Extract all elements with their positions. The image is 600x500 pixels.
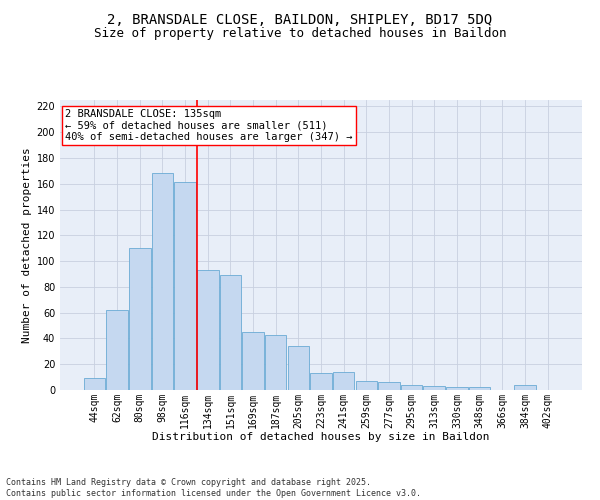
Text: 2 BRANSDALE CLOSE: 135sqm
← 59% of detached houses are smaller (511)
40% of semi: 2 BRANSDALE CLOSE: 135sqm ← 59% of detac… bbox=[65, 108, 353, 142]
Bar bbox=[378, 382, 400, 390]
Bar bbox=[129, 248, 151, 390]
Bar bbox=[446, 388, 467, 390]
Bar bbox=[356, 381, 377, 390]
Bar bbox=[265, 334, 286, 390]
Bar bbox=[175, 182, 196, 390]
Bar bbox=[197, 270, 218, 390]
Bar bbox=[469, 388, 490, 390]
Bar bbox=[242, 332, 264, 390]
Bar bbox=[310, 373, 332, 390]
X-axis label: Distribution of detached houses by size in Baildon: Distribution of detached houses by size … bbox=[152, 432, 490, 442]
Bar bbox=[401, 385, 422, 390]
Text: Size of property relative to detached houses in Baildon: Size of property relative to detached ho… bbox=[94, 28, 506, 40]
Bar bbox=[424, 386, 445, 390]
Bar bbox=[287, 346, 309, 390]
Bar bbox=[333, 372, 355, 390]
Bar bbox=[152, 174, 173, 390]
Bar bbox=[84, 378, 105, 390]
Bar bbox=[514, 385, 536, 390]
Bar bbox=[106, 310, 128, 390]
Y-axis label: Number of detached properties: Number of detached properties bbox=[22, 147, 32, 343]
Text: 2, BRANSDALE CLOSE, BAILDON, SHIPLEY, BD17 5DQ: 2, BRANSDALE CLOSE, BAILDON, SHIPLEY, BD… bbox=[107, 12, 493, 26]
Text: Contains HM Land Registry data © Crown copyright and database right 2025.
Contai: Contains HM Land Registry data © Crown c… bbox=[6, 478, 421, 498]
Bar bbox=[220, 276, 241, 390]
